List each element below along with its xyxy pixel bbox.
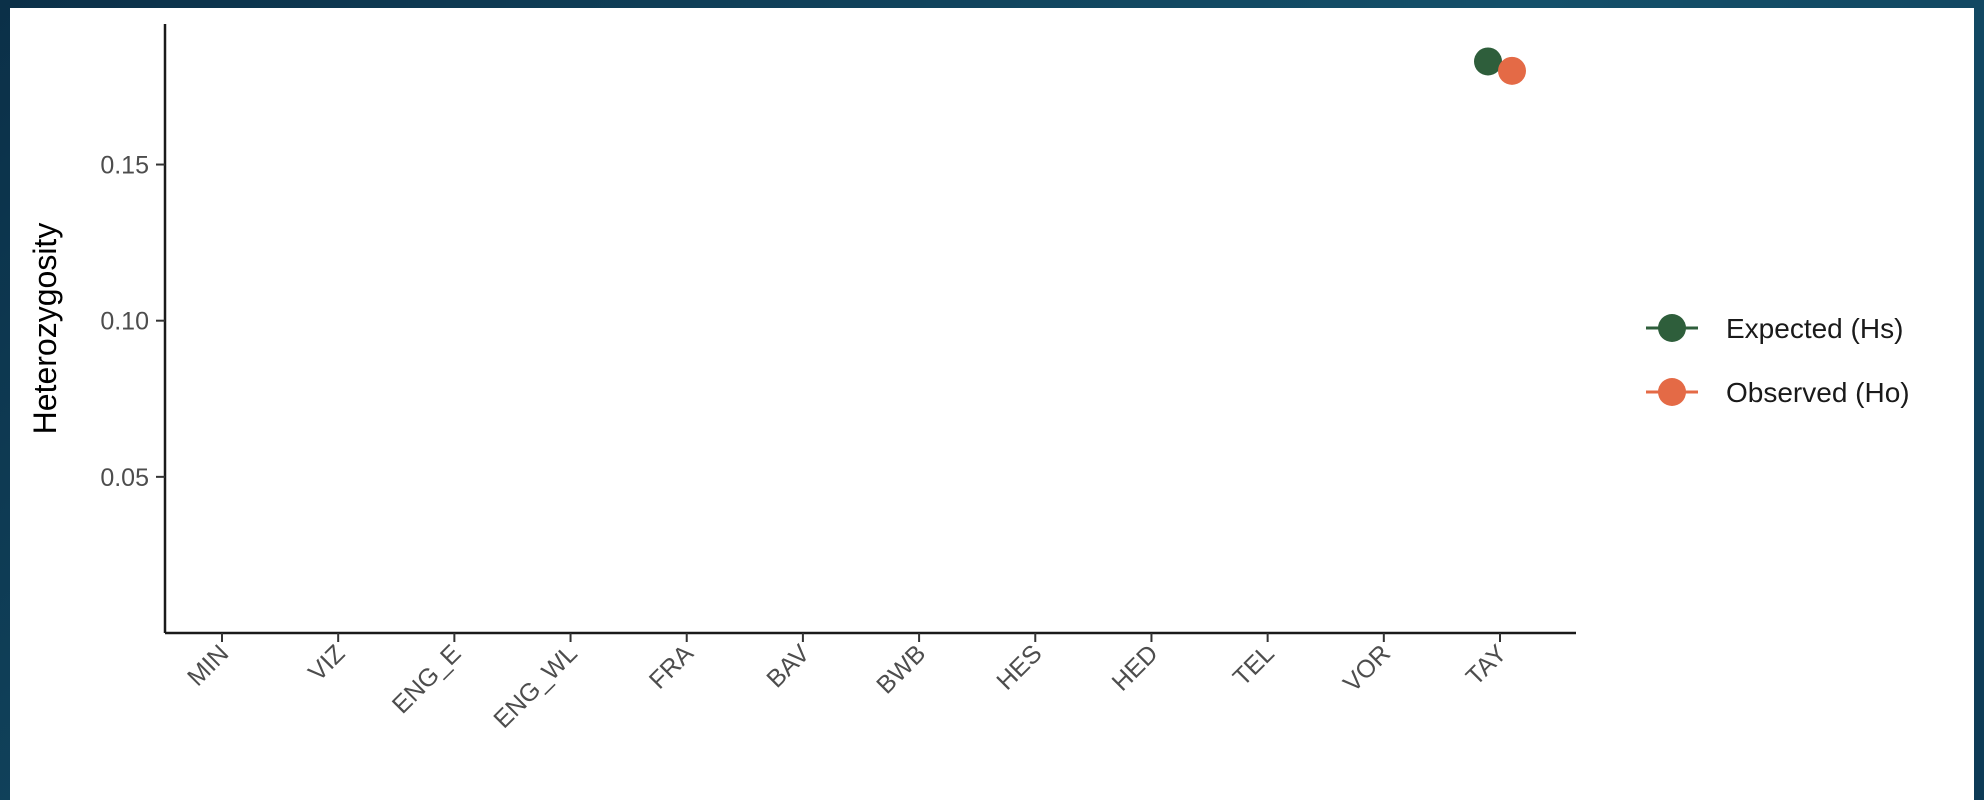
x-tick-label: BAV bbox=[761, 639, 815, 693]
y-axis-title: Heterozygosity bbox=[27, 223, 63, 435]
x-tick-label: TEL bbox=[1228, 639, 1280, 691]
data-point bbox=[1498, 56, 1526, 85]
x-tick-label: HES bbox=[991, 639, 1047, 695]
data-point bbox=[1474, 47, 1502, 76]
legend-key-dot bbox=[1658, 378, 1686, 406]
x-tick-label: MIN bbox=[182, 639, 234, 691]
data-points bbox=[1474, 47, 1526, 85]
x-tick-label: TAY bbox=[1461, 639, 1513, 691]
axes bbox=[163, 24, 1576, 635]
y-tick-label: 0.15 bbox=[100, 152, 149, 180]
y-ticks: 0.05 0.10 0.15 bbox=[100, 152, 165, 492]
legend-label: Expected (Hs) bbox=[1726, 313, 1903, 344]
x-tick-label: BWB bbox=[871, 639, 931, 699]
y-tick-label: 0.05 bbox=[100, 464, 149, 492]
x-tick-label: ENG_WL bbox=[488, 639, 583, 734]
legend: Expected (Hs) Observed (Ho) bbox=[1646, 313, 1910, 408]
chart-panel bbox=[10, 8, 1974, 800]
legend-key-dot bbox=[1658, 314, 1686, 342]
x-tick-label: VOR bbox=[1338, 639, 1396, 697]
x-tick-label: HED bbox=[1107, 639, 1164, 696]
y-tick-label: 0.10 bbox=[100, 308, 149, 336]
x-tick-label: ENG_E bbox=[387, 639, 467, 719]
x-ticks: MIN VIZ ENG_E ENG_WL FRA BAV BWB HES HED TEL VOR TA… bbox=[182, 633, 1512, 734]
x-tick-label: VIZ bbox=[303, 639, 350, 686]
legend-label: Observed (Ho) bbox=[1726, 377, 1910, 408]
x-tick-label: FRA bbox=[644, 639, 699, 694]
